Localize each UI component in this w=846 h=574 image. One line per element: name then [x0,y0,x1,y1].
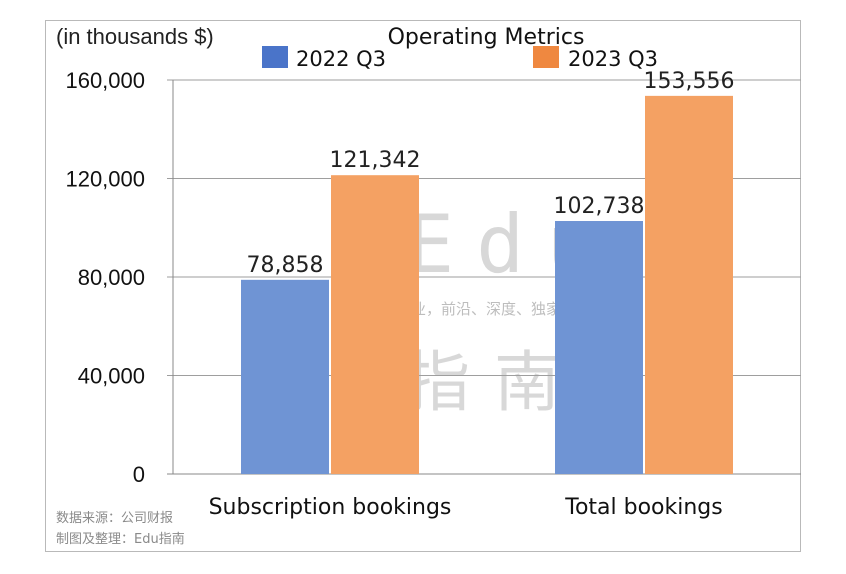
y-tick-label: 40,000 [78,364,145,389]
y-tick-label: 120,000 [65,167,145,192]
legend-label-2022: 2022 Q3 [296,47,386,71]
watermark: Edu 教育行业，前沿、深度、独家 指南 [366,198,595,421]
legend-swatch-2023 [533,46,559,68]
bar-2023-q3-0 [331,175,419,475]
bar-2023-q3-1 [645,95,733,474]
data-label: 102,738 [554,194,645,219]
y-tick-label: 160,000 [65,68,145,93]
x-axis-ticks: Subscription bookings Total bookings [209,495,723,520]
legend: 2022 Q3 2023 Q3 [262,46,658,71]
data-label: 153,556 [644,69,735,94]
source-line-1: 数据来源：公司财报 [56,511,173,526]
x-tick-label: Subscription bookings [209,495,452,520]
chart-title: Operating Metrics [388,25,585,50]
data-label: 78,858 [247,253,324,278]
watermark-cn: 指南 [404,344,584,421]
y-axis-ticks: 0 40,000 80,000 120,000 160,000 [65,68,145,487]
y-tick-label: 80,000 [78,265,145,290]
unit-note: (in thousands $) [56,24,214,49]
bar-2022-q3-1 [555,221,643,474]
y-tick-label: 0 [133,462,145,487]
legend-label-2023: 2023 Q3 [568,47,658,71]
x-tick-label: Total bookings [564,495,722,520]
data-label: 121,342 [330,148,421,173]
bars [241,95,733,475]
source-line-2: 制图及整理：Edu指南 [56,531,185,547]
legend-swatch-2022 [262,46,288,68]
bar-2022-q3-0 [241,279,329,474]
data-labels: 78,858 121,342 102,738 153,556 [247,69,735,278]
